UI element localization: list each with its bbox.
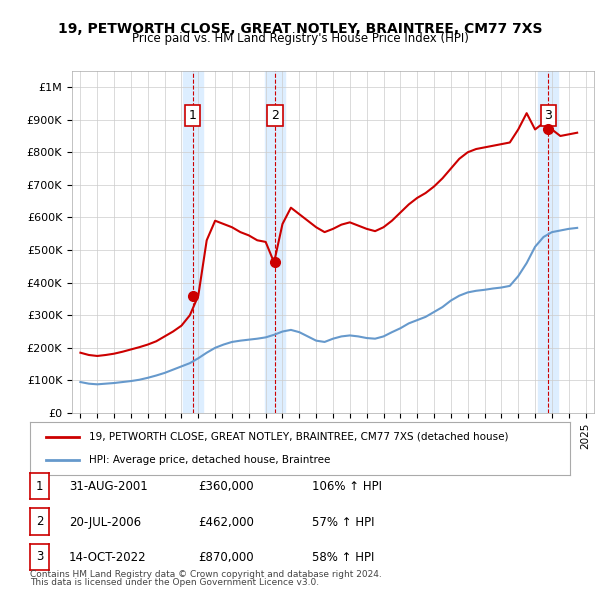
- Text: 106% ↑ HPI: 106% ↑ HPI: [312, 480, 382, 493]
- Text: 19, PETWORTH CLOSE, GREAT NOTLEY, BRAINTREE, CM77 7XS (detached house): 19, PETWORTH CLOSE, GREAT NOTLEY, BRAINT…: [89, 432, 509, 442]
- Text: 19, PETWORTH CLOSE, GREAT NOTLEY, BRAINTREE, CM77 7XS: 19, PETWORTH CLOSE, GREAT NOTLEY, BRAINT…: [58, 22, 542, 36]
- Bar: [265, 71, 285, 413]
- Text: This data is licensed under the Open Government Licence v3.0.: This data is licensed under the Open Gov…: [30, 578, 319, 587]
- Text: 31-AUG-2001: 31-AUG-2001: [69, 480, 148, 493]
- Text: 1: 1: [36, 480, 43, 493]
- Text: 1: 1: [189, 109, 197, 122]
- Text: 2: 2: [36, 515, 43, 528]
- Text: £462,000: £462,000: [198, 516, 254, 529]
- Text: 58% ↑ HPI: 58% ↑ HPI: [312, 551, 374, 564]
- Text: £360,000: £360,000: [198, 480, 254, 493]
- Text: 14-OCT-2022: 14-OCT-2022: [69, 551, 146, 564]
- Text: 57% ↑ HPI: 57% ↑ HPI: [312, 516, 374, 529]
- Text: Contains HM Land Registry data © Crown copyright and database right 2024.: Contains HM Land Registry data © Crown c…: [30, 571, 382, 579]
- Bar: [182, 71, 203, 413]
- Text: 2: 2: [271, 109, 279, 122]
- Text: 3: 3: [36, 550, 43, 563]
- Text: £870,000: £870,000: [198, 551, 254, 564]
- Bar: [538, 71, 559, 413]
- Text: 20-JUL-2006: 20-JUL-2006: [69, 516, 141, 529]
- Text: HPI: Average price, detached house, Braintree: HPI: Average price, detached house, Brai…: [89, 455, 331, 465]
- Text: Price paid vs. HM Land Registry's House Price Index (HPI): Price paid vs. HM Land Registry's House …: [131, 32, 469, 45]
- Text: 3: 3: [544, 109, 553, 122]
